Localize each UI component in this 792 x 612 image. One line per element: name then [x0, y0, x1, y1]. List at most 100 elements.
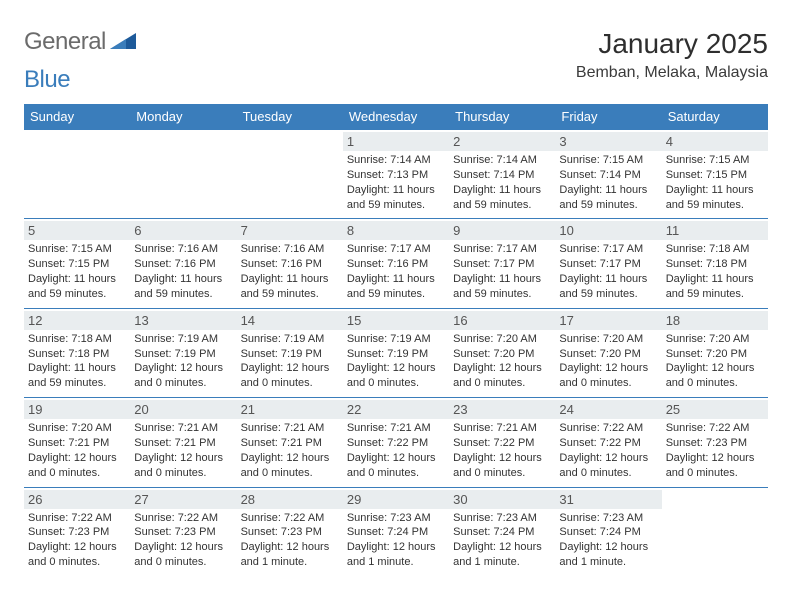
day-info-line: and 0 minutes.: [666, 466, 764, 481]
day-info: Sunrise: 7:16 AMSunset: 7:16 PMDaylight:…: [241, 242, 339, 301]
day-info-line: Sunrise: 7:15 AM: [28, 242, 126, 257]
logo: General: [24, 28, 136, 56]
day-cell: 18Sunrise: 7:20 AMSunset: 7:20 PMDayligh…: [662, 308, 768, 397]
day-info-line: Sunrise: 7:20 AM: [453, 332, 551, 347]
day-info-line: and 1 minute.: [347, 555, 445, 570]
logo-triangle-icon: [110, 33, 136, 49]
title-block: January 2025 Bemban, Melaka, Malaysia: [576, 28, 768, 88]
day-info-line: Sunrise: 7:14 AM: [347, 153, 445, 168]
day-info-line: Daylight: 12 hours: [453, 540, 551, 555]
day-info-line: Sunset: 7:16 PM: [347, 257, 445, 272]
day-info-line: Sunset: 7:13 PM: [347, 168, 445, 183]
day-number: 29: [343, 490, 449, 509]
day-info-line: and 0 minutes.: [134, 466, 232, 481]
day-info: Sunrise: 7:18 AMSunset: 7:18 PMDaylight:…: [28, 332, 126, 391]
day-info-line: and 0 minutes.: [28, 466, 126, 481]
day-info-line: Daylight: 12 hours: [28, 451, 126, 466]
day-info-line: Sunrise: 7:16 AM: [134, 242, 232, 257]
day-info: Sunrise: 7:20 AMSunset: 7:21 PMDaylight:…: [28, 421, 126, 480]
day-info-line: Sunrise: 7:17 AM: [559, 242, 657, 257]
day-info-line: and 59 minutes.: [241, 287, 339, 302]
day-info-line: Sunset: 7:21 PM: [241, 436, 339, 451]
day-info: Sunrise: 7:19 AMSunset: 7:19 PMDaylight:…: [241, 332, 339, 391]
day-cell: 30Sunrise: 7:23 AMSunset: 7:24 PMDayligh…: [449, 487, 555, 576]
day-number: 17: [555, 311, 661, 330]
day-number: 22: [343, 400, 449, 419]
day-info-line: Daylight: 12 hours: [559, 361, 657, 376]
day-info-line: Daylight: 12 hours: [134, 540, 232, 555]
day-info-line: Daylight: 11 hours: [347, 272, 445, 287]
day-cell: 22 Sunrise: 7:21 AMSunset: 7:22 PMDayligh…: [343, 398, 449, 487]
day-info-line: and 0 minutes.: [134, 376, 232, 391]
day-info-line: Daylight: 12 hours: [666, 451, 764, 466]
day-info-line: and 0 minutes.: [453, 466, 551, 481]
day-info: Sunrise: 7:21 AMSunset: 7:22 PMDaylight:…: [347, 421, 445, 480]
day-info-line: Sunrise: 7:18 AM: [666, 242, 764, 257]
day-info-line: Daylight: 12 hours: [347, 540, 445, 555]
day-info: Sunrise: 7:18 AMSunset: 7:18 PMDaylight:…: [666, 242, 764, 301]
day-info-line: Sunset: 7:24 PM: [559, 525, 657, 540]
day-info: Sunrise: 7:23 AMSunset: 7:24 PMDaylight:…: [453, 511, 551, 570]
day-info-line: and 0 minutes.: [28, 555, 126, 570]
day-info-line: Daylight: 12 hours: [453, 361, 551, 376]
logo-word-2: Blue: [24, 66, 70, 93]
day-number: 4: [662, 132, 768, 151]
day-info-line: Daylight: 12 hours: [241, 540, 339, 555]
day-info-line: Sunrise: 7:19 AM: [241, 332, 339, 347]
day-info-line: Sunset: 7:17 PM: [453, 257, 551, 272]
day-info: Sunrise: 7:22 AMSunset: 7:23 PMDaylight:…: [241, 511, 339, 570]
day-cell: 14Sunrise: 7:19 AMSunset: 7:19 PMDayligh…: [237, 308, 343, 397]
day-info-line: Daylight: 11 hours: [28, 272, 126, 287]
day-cell: 17 Sunrise: 7:20 AMSunset: 7:20 PMDayligh…: [555, 308, 661, 397]
day-info-line: Sunrise: 7:17 AM: [347, 242, 445, 257]
day-info-line: Sunrise: 7:19 AM: [134, 332, 232, 347]
location: Bemban, Melaka, Malaysia: [576, 64, 768, 82]
day-info: Sunrise: 7:20 AMSunset: 7:20 PMDaylight:…: [559, 332, 657, 391]
day-info: Sunrise: 7:15 AMSunset: 7:15 PMDaylight:…: [28, 242, 126, 301]
day-info: Sunrise: 7:16 AMSunset: 7:16 PMDaylight:…: [134, 242, 232, 301]
day-info-line: Sunrise: 7:21 AM: [347, 421, 445, 436]
empty-cell: [130, 130, 236, 219]
calendar-row: 26Sunrise: 7:22 AMSunset: 7:23 PMDayligh…: [24, 487, 768, 576]
day-info-line: Daylight: 11 hours: [347, 183, 445, 198]
day-info-line: Sunset: 7:23 PM: [28, 525, 126, 540]
day-number: 3: [555, 132, 661, 151]
day-info-line: and 59 minutes.: [666, 198, 764, 213]
day-cell: 7 Sunrise: 7:16 AMSunset: 7:16 PMDaylight…: [237, 219, 343, 308]
day-info-line: Sunset: 7:20 PM: [666, 347, 764, 362]
day-number: 26: [24, 490, 130, 509]
empty-cell: [24, 130, 130, 219]
day-info-line: Daylight: 12 hours: [347, 361, 445, 376]
day-number: 16: [449, 311, 555, 330]
day-info: Sunrise: 7:21 AMSunset: 7:22 PMDaylight:…: [453, 421, 551, 480]
day-info: Sunrise: 7:19 AMSunset: 7:19 PMDaylight:…: [134, 332, 232, 391]
day-info-line: Daylight: 11 hours: [666, 183, 764, 198]
day-info-line: Sunrise: 7:20 AM: [559, 332, 657, 347]
calendar-page: General January 2025 Bemban, Melaka, Mal…: [0, 0, 792, 600]
day-info-line: Sunrise: 7:21 AM: [453, 421, 551, 436]
day-info-line: Sunset: 7:15 PM: [666, 168, 764, 183]
day-info-line: Sunrise: 7:21 AM: [134, 421, 232, 436]
day-number: 15: [343, 311, 449, 330]
day-info-line: Daylight: 11 hours: [134, 272, 232, 287]
day-info-line: Sunrise: 7:22 AM: [241, 511, 339, 526]
day-info-line: Sunset: 7:22 PM: [559, 436, 657, 451]
day-info-line: Daylight: 12 hours: [347, 451, 445, 466]
day-info-line: and 1 minute.: [453, 555, 551, 570]
day-info-line: Sunrise: 7:22 AM: [666, 421, 764, 436]
day-number: 7: [237, 221, 343, 240]
day-info-line: Sunset: 7:14 PM: [453, 168, 551, 183]
day-info: Sunrise: 7:21 AMSunset: 7:21 PMDaylight:…: [134, 421, 232, 480]
day-info-line: Daylight: 11 hours: [666, 272, 764, 287]
day-info-line: and 59 minutes.: [28, 287, 126, 302]
day-cell: 20Sunrise: 7:21 AMSunset: 7:21 PMDayligh…: [130, 398, 236, 487]
day-cell: 16Sunrise: 7:20 AMSunset: 7:20 PMDayligh…: [449, 308, 555, 397]
day-info-line: Daylight: 11 hours: [28, 361, 126, 376]
day-info-line: Sunrise: 7:22 AM: [28, 511, 126, 526]
day-info-line: Daylight: 12 hours: [559, 540, 657, 555]
day-cell: 28 Sunrise: 7:22 AMSunset: 7:23 PMDayligh…: [237, 487, 343, 576]
day-info-line: and 0 minutes.: [347, 466, 445, 481]
day-info-line: and 59 minutes.: [453, 287, 551, 302]
day-number: 12: [24, 311, 130, 330]
day-number: 28: [237, 490, 343, 509]
